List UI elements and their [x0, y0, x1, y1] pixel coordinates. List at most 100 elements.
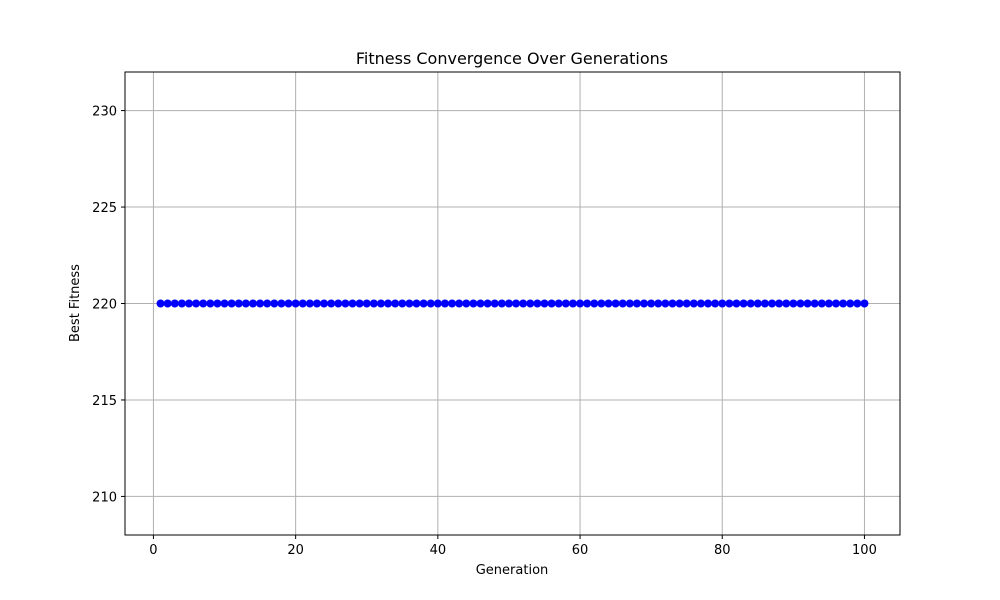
data-point	[824, 299, 833, 308]
data-point	[206, 299, 215, 308]
data-point	[199, 299, 208, 308]
x-tick-label: 20	[287, 543, 304, 558]
data-point	[448, 299, 457, 308]
data-point	[597, 299, 606, 308]
data-point	[469, 299, 478, 308]
data-point	[298, 299, 307, 308]
data-point	[696, 299, 705, 308]
data-point	[846, 299, 855, 308]
data-point	[732, 299, 741, 308]
data-point	[533, 299, 542, 308]
data-point	[248, 299, 257, 308]
x-tick-label: 40	[430, 543, 447, 558]
x-tick-label: 60	[572, 543, 589, 558]
data-point	[547, 299, 556, 308]
data-point	[483, 299, 492, 308]
data-point	[654, 299, 663, 308]
data-point	[490, 299, 499, 308]
data-point	[604, 299, 613, 308]
data-point	[675, 299, 684, 308]
data-point	[241, 299, 250, 308]
data-point	[568, 299, 577, 308]
x-tick-label: 100	[852, 543, 877, 558]
data-point	[753, 299, 762, 308]
x-axis-label: Generation	[476, 563, 549, 578]
data-point	[320, 299, 329, 308]
data-point	[412, 299, 421, 308]
data-point	[213, 299, 222, 308]
data-point	[192, 299, 201, 308]
data-point	[540, 299, 549, 308]
series-layer	[156, 299, 869, 308]
data-point	[277, 299, 286, 308]
data-point	[227, 299, 236, 308]
data-point	[177, 299, 186, 308]
data-point	[789, 299, 798, 308]
data-point	[561, 299, 570, 308]
data-point	[462, 299, 471, 308]
data-point	[689, 299, 698, 308]
data-point	[284, 299, 293, 308]
data-point	[327, 299, 336, 308]
data-point	[810, 299, 819, 308]
data-point	[256, 299, 265, 308]
data-point	[170, 299, 179, 308]
data-point	[803, 299, 812, 308]
data-point	[512, 299, 521, 308]
data-point	[440, 299, 449, 308]
data-point	[661, 299, 670, 308]
data-point	[184, 299, 193, 308]
data-point	[526, 299, 535, 308]
data-point	[768, 299, 777, 308]
data-point	[618, 299, 627, 308]
data-point	[775, 299, 784, 308]
data-point	[504, 299, 513, 308]
data-point	[739, 299, 748, 308]
data-point	[426, 299, 435, 308]
ticks: 0 20 40 60 80 100 210 215 220 225 230	[92, 105, 877, 558]
data-point	[760, 299, 769, 308]
data-point	[405, 299, 414, 308]
data-point	[220, 299, 229, 308]
data-point	[817, 299, 826, 308]
data-point	[341, 299, 350, 308]
data-point	[632, 299, 641, 308]
x-tick-label: 80	[714, 543, 731, 558]
data-point	[718, 299, 727, 308]
data-point	[519, 299, 528, 308]
data-point	[398, 299, 407, 308]
data-point	[163, 299, 172, 308]
data-point	[576, 299, 585, 308]
data-point	[369, 299, 378, 308]
data-point	[554, 299, 563, 308]
data-point	[156, 299, 165, 308]
data-point	[839, 299, 848, 308]
data-point	[270, 299, 279, 308]
data-point	[704, 299, 713, 308]
data-point	[305, 299, 314, 308]
y-tick-label: 220	[92, 298, 117, 313]
y-tick-label: 210	[92, 490, 117, 505]
y-tick-label: 215	[92, 394, 117, 409]
data-point	[355, 299, 364, 308]
data-point	[796, 299, 805, 308]
data-point	[263, 299, 272, 308]
data-point	[640, 299, 649, 308]
data-point	[419, 299, 428, 308]
data-point	[376, 299, 385, 308]
data-point	[334, 299, 343, 308]
data-point	[860, 299, 869, 308]
data-point	[746, 299, 755, 308]
data-point	[682, 299, 691, 308]
data-point	[348, 299, 357, 308]
chart-title: Fitness Convergence Over Generations	[356, 49, 668, 68]
data-point	[497, 299, 506, 308]
data-point	[391, 299, 400, 308]
data-point	[234, 299, 243, 308]
data-point	[668, 299, 677, 308]
y-axis-label: Best Fitness	[68, 264, 83, 342]
data-point	[362, 299, 371, 308]
data-point	[853, 299, 862, 308]
data-point	[625, 299, 634, 308]
